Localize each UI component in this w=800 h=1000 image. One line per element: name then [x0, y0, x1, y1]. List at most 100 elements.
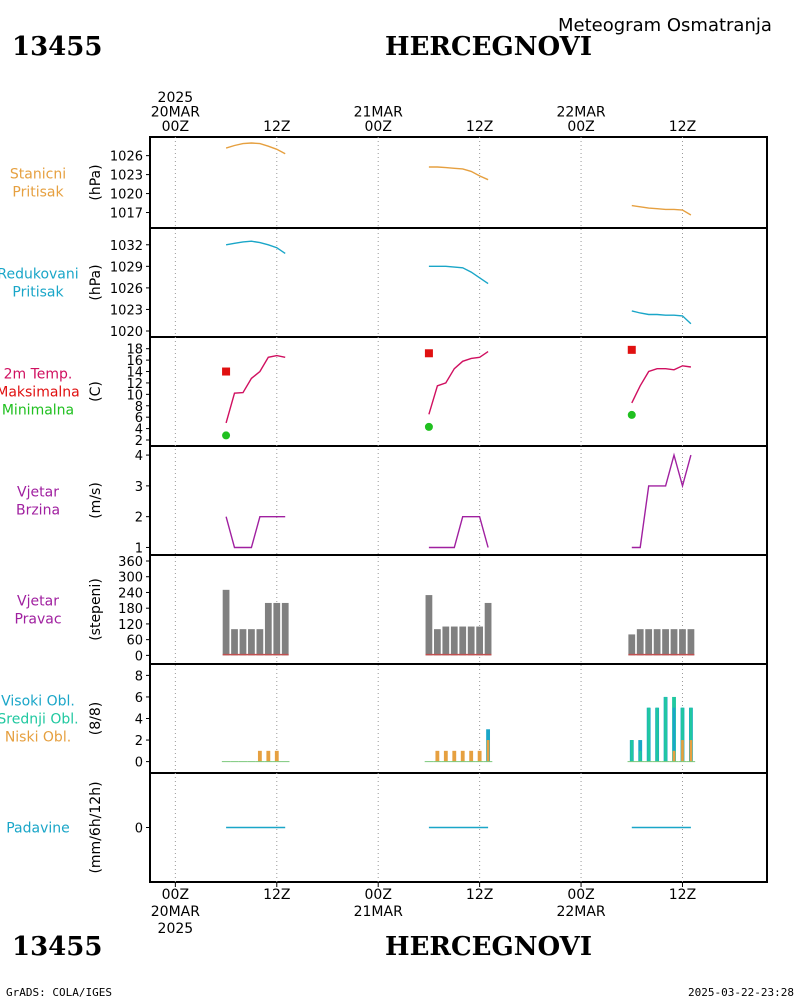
time-tick-label-bottom: 22MAR — [556, 904, 605, 920]
series-line-temp — [225, 354, 286, 424]
panel-label-clouds: Niski Obl. — [5, 730, 71, 746]
max-temp-marker — [222, 367, 231, 376]
y-tick-label-wind_speed: 2 — [135, 511, 143, 526]
y-tick-label-reduced: 1032 — [110, 239, 143, 254]
time-tick-label-top: 21MAR — [354, 105, 403, 121]
wind-direction-bar — [248, 629, 255, 656]
y-tick-label-reduced: 1029 — [110, 260, 143, 275]
series-line-temp — [428, 351, 489, 415]
y-tick-label-temp: 14 — [126, 366, 143, 381]
y-tick-label-clouds: 8 — [135, 669, 143, 684]
panel-label-reduced: Redukovani — [0, 267, 79, 283]
time-tick-label-bottom: 12Z — [263, 887, 290, 903]
wind-direction-bar — [653, 629, 661, 656]
time-tick-label-bottom: 21MAR — [354, 904, 403, 920]
cloud-bar — [274, 750, 279, 762]
unit-label-precip: (mm/6h/12h) — [88, 781, 104, 873]
series-line-wind_speed — [428, 516, 489, 549]
panel-label-clouds: Visoki Obl. — [1, 694, 75, 710]
chart-marks — [221, 142, 696, 829]
time-tick-label-top: 22MAR — [556, 105, 605, 121]
max-temp-marker — [627, 345, 636, 354]
y-tick-label-clouds: 6 — [135, 691, 143, 706]
cloud-bar — [477, 750, 482, 762]
series-line-reduced — [631, 310, 692, 325]
cloud-bar — [647, 707, 651, 762]
panel-label-pressure: Stanicni — [10, 167, 66, 183]
min-temp-marker — [627, 410, 636, 419]
panel-label-clouds: Srednji Obl. — [0, 712, 79, 728]
y-tick-label-wind_dir: 300 — [118, 571, 143, 586]
footer-station-name: HERCEGNOVI — [385, 932, 592, 962]
cloud-bar — [452, 750, 457, 762]
cloud-bar — [664, 696, 667, 762]
wind-direction-bar — [467, 626, 475, 656]
y-tick-label-temp: 6 — [135, 411, 143, 426]
y-tick-label-clouds: 0 — [135, 756, 143, 771]
cloud-bar — [689, 707, 693, 762]
y-tick-label-temp: 12 — [126, 377, 143, 392]
y-tick-label-wind_speed: 4 — [135, 449, 143, 464]
y-tick-label-temp: 10 — [126, 388, 143, 403]
panel-label-pressure: Pritisak — [12, 185, 64, 201]
y-tick-label-reduced: 1023 — [110, 303, 143, 318]
chart-frame — [149, 136, 768, 883]
panel-label-temp: Minimalna — [2, 403, 74, 419]
cloud-bar — [266, 750, 271, 762]
wind-direction-bar — [450, 626, 458, 656]
y-tick-label-wind_dir: 60 — [126, 634, 143, 649]
cloud-bar — [257, 750, 262, 762]
y-tick-label-wind_dir: 0 — [135, 649, 143, 664]
y-tick-label-wind_dir: 180 — [118, 602, 143, 617]
unit-label-wind_speed: (m/s) — [88, 482, 104, 519]
panel-label-wind_speed: Vjetar — [17, 485, 59, 501]
y-tick-label-clouds: 2 — [135, 734, 143, 749]
wind-direction-bar — [459, 626, 467, 656]
footer-station-id: 13455 — [12, 932, 102, 962]
panel-label-wind_speed: Brzina — [16, 503, 60, 519]
time-tick-label-bottom: 2025 — [158, 921, 194, 937]
cloud-bar — [681, 707, 684, 762]
series-line-reduced — [225, 240, 286, 254]
time-tick-label-bottom: 20MAR — [151, 904, 200, 920]
time-tick-label-bottom: 00Z — [567, 887, 594, 903]
cloud-bar — [655, 707, 659, 762]
time-tick-label-top: 00Z — [162, 119, 189, 135]
cloud-bar — [435, 750, 440, 762]
y-tick-label-wind_dir: 360 — [118, 555, 143, 570]
panel-label-wind_dir: Pravac — [14, 612, 61, 628]
series-line-wind_speed — [631, 452, 692, 549]
wind-direction-bar — [636, 629, 644, 656]
series-line-temp — [631, 365, 691, 404]
wind-direction-bar — [670, 629, 678, 656]
time-tick-label-bottom: 00Z — [365, 887, 392, 903]
series-line-pressure — [225, 142, 286, 155]
cloud-bar — [689, 740, 693, 762]
cloud-bar — [630, 740, 634, 762]
wind-direction-bar — [679, 629, 686, 656]
y-tick-label-temp: 2 — [135, 434, 143, 449]
time-tick-label-bottom: 00Z — [162, 887, 189, 903]
series-line-pressure — [428, 166, 489, 181]
y-tick-label-pressure: 1026 — [110, 150, 143, 165]
series-line-wind_speed — [225, 516, 286, 549]
wind-direction-bar — [476, 626, 484, 656]
wind-direction-bar — [484, 602, 492, 656]
y-tick-label-clouds: 4 — [135, 713, 143, 728]
wind-direction-bar — [442, 626, 450, 656]
time-tick-label-top: 12Z — [669, 119, 696, 135]
y-tick-label-temp: 8 — [135, 400, 143, 415]
wind-direction-bar — [222, 589, 230, 656]
min-temp-marker — [424, 422, 433, 431]
time-tick-label-top: 2025 — [158, 90, 194, 106]
wind-direction-bar — [281, 602, 289, 656]
wind-direction-bar — [425, 595, 433, 656]
y-tick-label-temp: 16 — [126, 354, 143, 369]
cloud-bar — [469, 750, 474, 762]
y-tick-label-pressure: 1017 — [110, 207, 143, 222]
y-tick-label-wind_dir: 120 — [118, 618, 143, 633]
panel-label-temp: 2m Temp. — [4, 367, 73, 383]
min-temp-marker — [222, 431, 231, 440]
unit-label-temp: (C) — [88, 381, 104, 402]
